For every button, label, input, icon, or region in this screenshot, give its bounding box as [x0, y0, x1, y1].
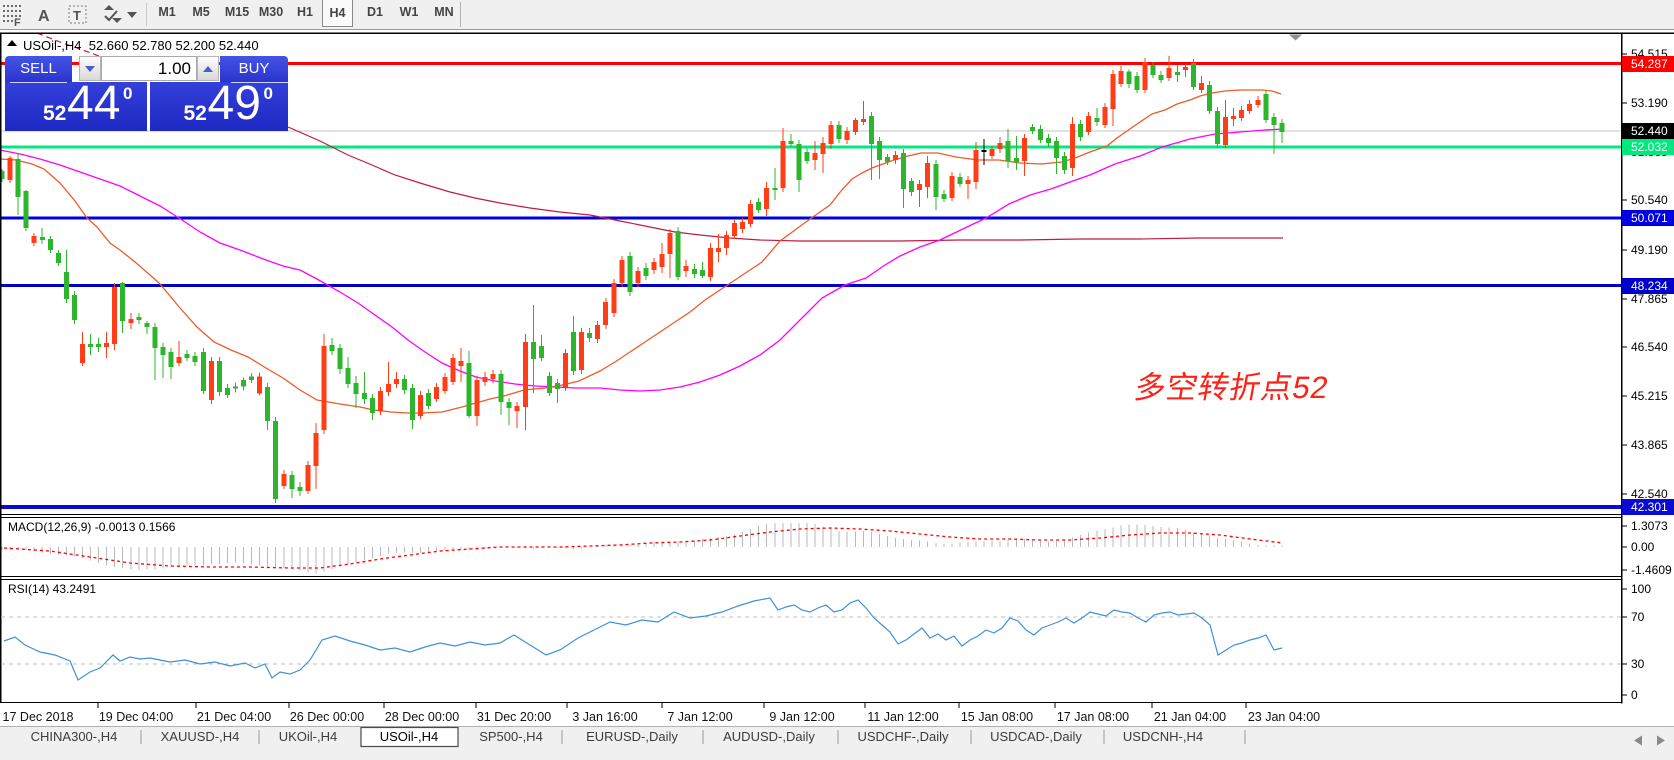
svg-text:UKOil-,H4: UKOil-,H4 — [279, 729, 338, 744]
svg-text:RSI(14) 43.2491: RSI(14) 43.2491 — [8, 582, 96, 596]
svg-text:多空转折点52: 多空转折点52 — [1132, 370, 1332, 405]
svg-text:21 Jan 04:00: 21 Jan 04:00 — [1154, 710, 1226, 724]
svg-text:1.3073: 1.3073 — [1631, 519, 1668, 533]
svg-text:EURUSD-,Daily: EURUSD-,Daily — [586, 729, 678, 744]
svg-text:AUDUSD-,Daily: AUDUSD-,Daily — [723, 729, 815, 744]
svg-text:SP500-,H4: SP500-,H4 — [479, 729, 543, 744]
svg-text:26 Dec 00:00: 26 Dec 00:00 — [290, 710, 364, 724]
svg-text:3 Jan 16:00: 3 Jan 16:00 — [572, 710, 637, 724]
svg-text:USDCAD-,Daily: USDCAD-,Daily — [990, 729, 1082, 744]
svg-text:7 Jan 12:00: 7 Jan 12:00 — [667, 710, 732, 724]
svg-text:21 Dec 04:00: 21 Dec 04:00 — [197, 710, 271, 724]
svg-text:USOil-,H4 52.660 52.780 52.20: USOil-,H4 52.660 52.780 52.200 52.440 — [23, 38, 259, 53]
svg-text:A: A — [38, 8, 50, 25]
svg-text:42.540: 42.540 — [1631, 487, 1668, 501]
svg-text:30: 30 — [1631, 657, 1645, 671]
svg-text:70: 70 — [1631, 610, 1645, 624]
svg-text:100: 100 — [1631, 582, 1651, 596]
svg-text:47.865: 47.865 — [1631, 292, 1668, 306]
svg-text:USDCHF-,Daily: USDCHF-,Daily — [858, 729, 950, 744]
svg-text:0: 0 — [1631, 688, 1638, 702]
svg-text:50.071: 50.071 — [1631, 211, 1668, 225]
svg-text:11 Jan 12:00: 11 Jan 12:00 — [867, 710, 938, 724]
svg-text:USOil-,H4: USOil-,H4 — [380, 729, 439, 744]
svg-text:0.00: 0.00 — [1631, 540, 1655, 554]
svg-text:52.032: 52.032 — [1631, 140, 1668, 154]
svg-text:23 Jan 04:00: 23 Jan 04:00 — [1248, 710, 1320, 724]
svg-text:52.440: 52.440 — [1631, 124, 1668, 138]
svg-text:42.301: 42.301 — [1631, 500, 1668, 514]
svg-text:XAUUSD-,H4: XAUUSD-,H4 — [161, 729, 240, 744]
svg-text:17 Dec 2018: 17 Dec 2018 — [3, 710, 74, 724]
svg-text:F: F — [14, 17, 21, 29]
svg-text:46.540: 46.540 — [1631, 340, 1668, 354]
svg-text:T: T — [73, 8, 81, 23]
svg-text:28 Dec 00:00: 28 Dec 00:00 — [385, 710, 459, 724]
svg-text:MACD(12,26,9) -0.0013 0.1566: MACD(12,26,9) -0.0013 0.1566 — [8, 520, 176, 534]
svg-text:49.190: 49.190 — [1631, 243, 1668, 257]
svg-text:43.865: 43.865 — [1631, 438, 1668, 452]
svg-text:54.287: 54.287 — [1631, 57, 1668, 71]
svg-text:45.215: 45.215 — [1631, 389, 1668, 403]
svg-text:50.540: 50.540 — [1631, 193, 1668, 207]
svg-text:31 Dec 20:00: 31 Dec 20:00 — [477, 710, 551, 724]
svg-text:53.190: 53.190 — [1631, 96, 1668, 110]
svg-text:9 Jan 12:00: 9 Jan 12:00 — [769, 710, 834, 724]
svg-text:48.234: 48.234 — [1631, 279, 1668, 293]
svg-text:-1.4609: -1.4609 — [1631, 563, 1672, 577]
svg-text:CHINA300-,H4: CHINA300-,H4 — [31, 729, 118, 744]
svg-text:15 Jan 08:00: 15 Jan 08:00 — [961, 710, 1033, 724]
svg-text:USDCNH-,H4: USDCNH-,H4 — [1123, 729, 1203, 744]
svg-text:19 Dec 04:00: 19 Dec 04:00 — [99, 710, 173, 724]
svg-text:17 Jan 08:00: 17 Jan 08:00 — [1057, 710, 1129, 724]
